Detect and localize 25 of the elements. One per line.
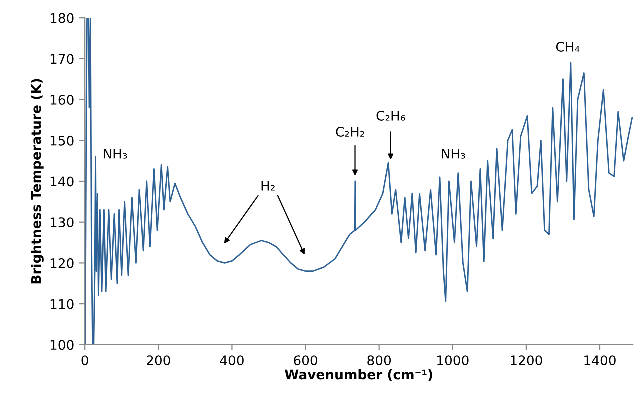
annotation: NH₃ [442,149,466,159]
y-tick-label: 150 [50,136,74,146]
x-tick-label: 400 [220,356,244,366]
y-tick-label: 100 [50,340,74,350]
annotation: C₂H₆ [376,110,406,121]
x-tick-label: 600 [294,356,318,366]
annotation: NH₃ [104,149,128,159]
y-tick-label: 110 [50,299,74,310]
y-tick-label: 170 [50,54,74,64]
x-tick-label: 800 [368,356,392,366]
x-tick-label: 1400 [584,356,616,366]
y-tick-label: 180 [50,13,74,24]
x-tick-label: 0 [82,356,88,366]
x-tick-label: 1200 [511,356,542,366]
x-tick-label: 200 [147,356,170,366]
y-axis-title: Brightness Temperature (K) [31,79,44,284]
x-axis-title: Wavenumber (cm⁻¹) [285,369,432,382]
y-tick-label: 120 [50,258,74,268]
annotation: C₂H₂ [336,126,364,137]
y-tick-label: 160 [50,95,74,105]
x-tick-label: 1000 [438,356,469,366]
annotation: H₂ [262,181,275,191]
y-tick-label: 130 [50,218,74,228]
y-tick-label: 140 [50,176,74,187]
annotation: CH₄ [556,42,580,52]
